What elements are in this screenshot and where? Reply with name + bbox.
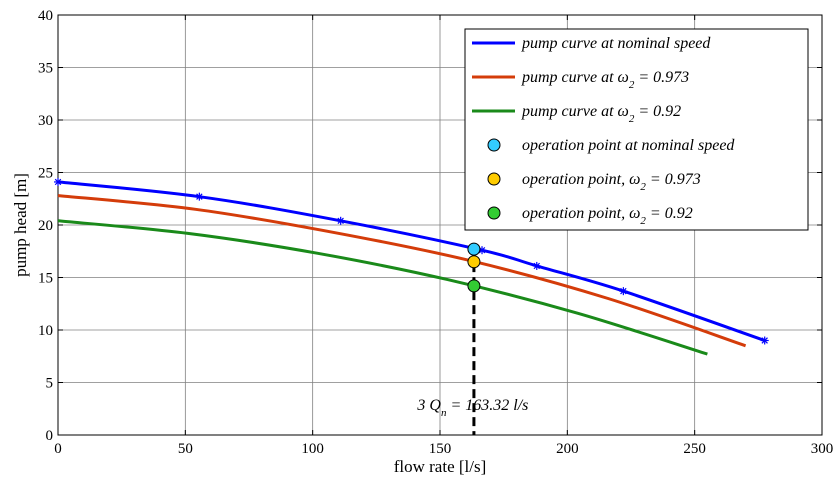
x-tick-label: 100: [301, 441, 324, 457]
series-marker-star: [54, 177, 62, 186]
x-axis-label: flow rate [l/s]: [394, 457, 487, 476]
legend-entry: pump curve at nominal speed: [521, 35, 711, 52]
y-tick-label: 40: [38, 8, 53, 24]
y-tick-label: 0: [46, 428, 54, 444]
legend-entry: operation point, ω2 = 0.973: [522, 171, 701, 193]
series-line-3: [57, 219, 708, 356]
series-line-2: [57, 194, 747, 348]
y-tick-label: 20: [38, 218, 53, 234]
legend-point-swatch: [487, 138, 501, 152]
series-marker-star: [760, 336, 769, 345]
x-tick-label: 0: [54, 441, 62, 457]
operation-point-marker: [467, 255, 481, 269]
flow-annotation: 3 Qn = 163.32 l/s: [416, 397, 528, 419]
legend-entry: operation point at nominal speed: [522, 137, 735, 154]
legend-point-swatch: [487, 172, 501, 186]
x-tick-label: 250: [683, 441, 706, 457]
x-tick-label: 300: [811, 441, 834, 457]
y-tick-label: 5: [46, 376, 54, 392]
y-tick-label: 25: [38, 166, 53, 182]
series-marker-star: [532, 261, 541, 270]
x-tick-label: 50: [178, 441, 193, 457]
operation-point-marker: [467, 279, 481, 293]
y-tick-label: 30: [38, 113, 53, 129]
legend-box: [464, 28, 809, 231]
operation-points: [467, 242, 481, 293]
y-tick-label: 35: [38, 61, 53, 77]
operation-point-marker: [467, 242, 481, 256]
series-marker-star: [619, 287, 628, 296]
x-tick-label: 150: [429, 441, 452, 457]
legend: pump curve at nominal speed pump curve at…: [464, 28, 809, 231]
legend-entry: operation point, ω2 = 0.92: [522, 205, 693, 227]
series-marker-star: [336, 216, 345, 225]
y-tick-label: 15: [38, 271, 53, 287]
x-tick-label: 200: [556, 441, 579, 457]
legend-entry: pump curve at ω2 = 0.973: [521, 69, 689, 91]
legend-point-swatch: [487, 206, 501, 220]
axis-ticks: 0 50 100 150 200 250 300 0 5 10 15 20 25 30 35 40: [38, 8, 833, 457]
y-axis-label: pump head [m]: [11, 173, 30, 277]
y-tick-label: 10: [38, 323, 53, 339]
series-marker-star: [195, 192, 204, 201]
legend-entry: pump curve at ω2 = 0.92: [521, 103, 681, 125]
series-group: [54, 177, 769, 356]
